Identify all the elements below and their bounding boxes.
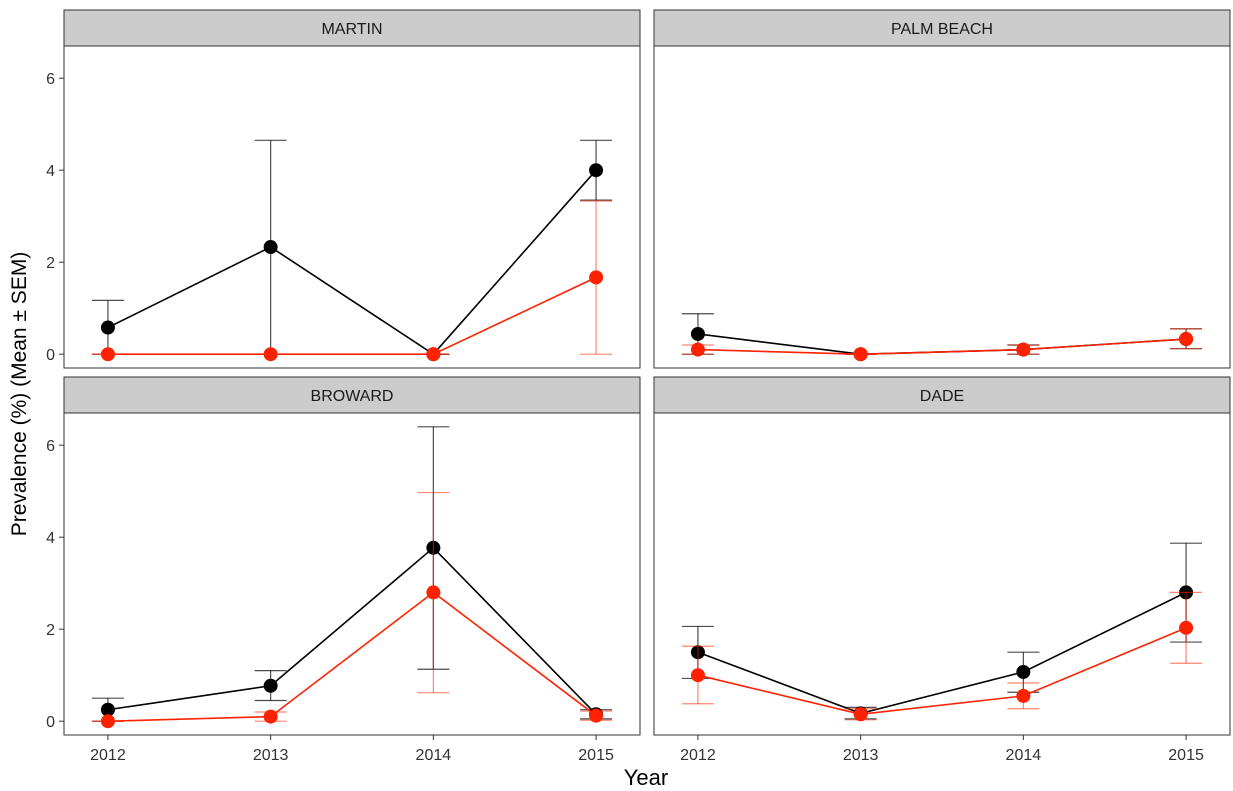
series-black [91,426,613,722]
data-point [426,347,441,362]
series-black [91,139,613,362]
series-red [681,328,1203,362]
series-line [697,338,1187,356]
panel-dade: DADE 2012 2013 2014 2015 [653,376,1231,764]
panel-strip [63,376,641,414]
x-axis-title: Year [624,765,668,790]
data-point [589,270,604,285]
series-red [681,591,1203,722]
panel-border [63,412,641,736]
series-line [697,591,1187,715]
y-axis-title: Prevalence (%) (Mean ± SEM) [8,252,31,537]
data-point [1016,664,1031,679]
y-tick-label: 6 [46,438,55,455]
data-point [426,585,441,600]
data-point [263,678,278,693]
panel-border [653,412,1231,736]
x-tick-label: 2015 [1168,747,1204,764]
y-tick-label: 0 [46,347,55,364]
y-tick-label: 4 [46,530,55,547]
y-tick-label: 6 [46,71,55,88]
data-point [263,347,278,362]
panel-title: MARTIN [321,21,382,38]
data-point [263,709,278,724]
series-line [107,276,597,356]
x-tick-label: 2014 [416,747,452,764]
data-point [1016,688,1031,703]
series-line [697,627,1187,716]
data-point [853,347,868,362]
series-black [681,542,1203,721]
panel-palm-beach: PALM BEACH [653,9,1231,369]
panel-strip [63,9,641,47]
panel-broward: BROWARD 0 2 4 6 2012 2013 2014 2015 [46,376,641,764]
y-tick-label: 2 [46,622,55,639]
data-point [263,240,278,255]
data-point [690,668,705,683]
series-red [91,200,613,362]
y-tick-label: 4 [46,163,55,180]
series-line [107,591,597,722]
panel-border [63,45,641,369]
data-point [1179,620,1194,635]
data-point [690,342,705,357]
data-point [589,163,604,178]
series-black [681,313,1203,362]
data-point [100,320,115,335]
panel-title: BROWARD [311,388,394,405]
x-tick-label: 2014 [1006,747,1042,764]
series-line [107,546,597,715]
y-tick-label: 2 [46,255,55,272]
panel-border [653,45,1231,369]
panel-title: PALM BEACH [891,21,993,38]
series-red [91,491,613,729]
panel-martin: MARTIN 0 2 4 6 [46,9,641,369]
data-point [690,326,705,341]
panels-layer: MARTIN 0 2 4 6 PALM BEACH BROWARD 0 2 4 6 2012 2013 2… [46,9,1231,764]
x-tick-label: 2015 [578,747,614,764]
y-tick-label: 0 [46,714,55,731]
data-point [100,714,115,729]
x-tick-label: 2012 [90,747,126,764]
panel-strip [653,9,1231,47]
data-point [853,707,868,722]
x-tick-label: 2013 [253,747,289,764]
series-line [107,169,597,356]
data-point [1179,332,1194,347]
data-point [589,708,604,723]
panel-title: DADE [920,388,964,405]
x-tick-label: 2013 [843,747,879,764]
panel-strip [653,376,1231,414]
data-point [100,347,115,362]
x-tick-label: 2012 [680,747,716,764]
data-point [100,702,115,717]
data-point [1016,342,1031,357]
